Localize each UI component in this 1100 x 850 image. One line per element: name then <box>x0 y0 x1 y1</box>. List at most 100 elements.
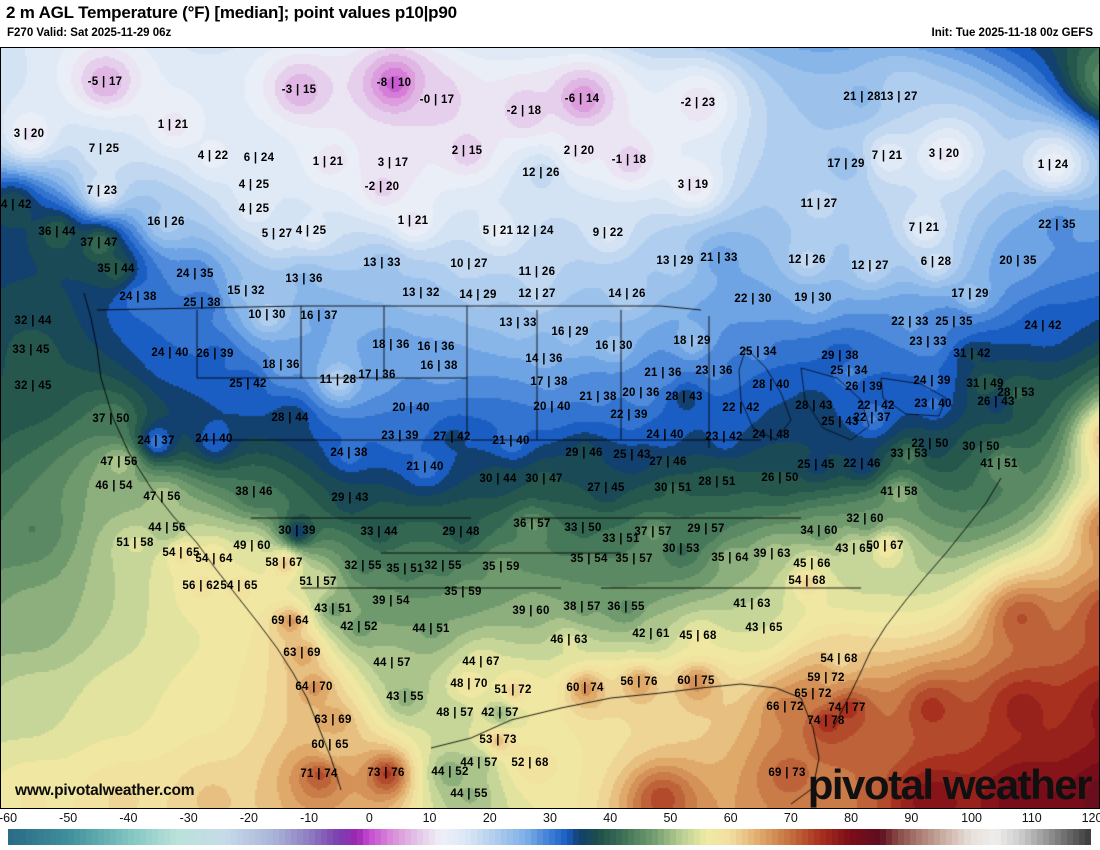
colorbar-segment <box>218 829 225 845</box>
colorbar-segment <box>1072 829 1079 845</box>
colorbar-tick: 90 <box>904 811 919 825</box>
map-point-value: 74 | 78 <box>807 715 845 727</box>
map-point-value: 47 | 56 <box>143 491 181 503</box>
colorbar-segment <box>98 829 105 845</box>
map-point-value: 16 | 37 <box>300 310 338 322</box>
map-point-value: 19 | 30 <box>794 292 832 304</box>
map-point-value: 24 | 38 <box>330 447 368 459</box>
colorbar-segment <box>693 829 700 845</box>
colorbar-segment <box>784 829 791 845</box>
map-point-value: 51 | 72 <box>494 684 532 696</box>
map-point-value: 3 | 20 <box>13 128 45 140</box>
map-point-value: 5 | 27 <box>261 228 293 240</box>
map-point-value: 29 | 43 <box>331 492 369 504</box>
map-point-value: 13 | 32 <box>402 287 440 299</box>
colorbar-segment <box>747 829 754 845</box>
map-point-value: 64 | 70 <box>295 681 333 693</box>
map-point-value: 21 | 40 <box>492 435 530 447</box>
colorbar-segment <box>537 829 544 845</box>
map-point-value: 21 | 36 <box>644 367 682 379</box>
map-point-value: 17 | 29 <box>951 288 989 300</box>
map-point-value: 41 | 51 <box>980 458 1018 470</box>
colorbar-segment <box>796 829 803 845</box>
map-point-value: 54 | 64 <box>195 553 233 565</box>
map-point-value: 13 | 27 <box>880 91 918 103</box>
colorbar-segment <box>1048 829 1055 845</box>
map-point-value: 1 | 21 <box>397 215 429 227</box>
map-point-value: 11 | 28 <box>319 374 357 386</box>
map-point-value: 60 | 74 <box>566 682 604 694</box>
colorbar-segment <box>868 829 875 845</box>
colorbar-segment <box>651 829 658 845</box>
colorbar-tick: -30 <box>179 811 198 825</box>
colorbar-segment <box>1078 829 1085 845</box>
map-point-value: 20 | 40 <box>392 402 430 414</box>
map-point-value: 35 | 44 <box>97 263 135 275</box>
map-point-value: 7 | 23 <box>86 185 118 197</box>
map-point-value: 71 | 74 <box>300 768 338 780</box>
site-url-watermark: www.pivotalweather.com <box>15 782 195 799</box>
map-point-value: 22 | 33 <box>891 316 929 328</box>
colorbar-segment <box>591 829 598 845</box>
colorbar-segment <box>320 829 327 845</box>
map-point-value: 12 | 27 <box>851 260 889 272</box>
colorbar-segment <box>519 829 526 845</box>
map-point-value: 13 | 36 <box>285 273 323 285</box>
map-point-value: 22 | 35 <box>1038 219 1076 231</box>
colorbar-segment <box>471 829 478 845</box>
map-point-value: 74 | 77 <box>828 702 866 714</box>
colorbar-segment <box>735 829 742 845</box>
temperature-map[interactable]: -5 | 17 -3 | 15 -8 | 10 -0 | 17 -2 | 18 -6 | … <box>0 47 1100 809</box>
map-point-value: 29 | 38 <box>821 350 859 362</box>
colorbar-segment <box>1030 829 1037 845</box>
map-point-value: 26 | 39 <box>196 348 234 360</box>
map-point-value: 16 | 36 <box>417 341 455 353</box>
colorbar-segment <box>844 829 851 845</box>
colorbar-segment <box>850 829 857 845</box>
map-point-value: 26 | 43 <box>977 396 1015 408</box>
map-point-value: 35 | 51 <box>386 563 424 575</box>
colorbar-segment <box>429 829 436 845</box>
colorbar-segment <box>1000 829 1007 845</box>
colorbar-segment <box>393 829 400 845</box>
map-point-value: 30 | 44 <box>479 473 517 485</box>
map-point-value: 58 | 67 <box>265 557 303 569</box>
colorbar-segment <box>771 829 778 845</box>
map-point-value: 43 | 51 <box>314 603 352 615</box>
colorbar-segment <box>284 829 291 845</box>
colorbar-segment <box>573 829 580 845</box>
map-point-value: 18 | 36 <box>372 339 410 351</box>
colorbar-segment <box>663 829 670 845</box>
map-point-value: 56 | 62 <box>182 580 220 592</box>
colorbar-segment <box>723 829 730 845</box>
map-point-value: 25 | 42 <box>229 378 267 390</box>
colorbar-gradient[interactable] <box>8 829 1092 845</box>
colorbar-segment <box>236 829 243 845</box>
init-time-label: Init: Tue 2025-11-18 00z GEFS <box>931 27 1094 39</box>
colorbar-tick: 100 <box>961 811 982 825</box>
colorbar-segment <box>753 829 760 845</box>
colorbar-segment <box>609 829 616 845</box>
colorbar-segment <box>489 829 496 845</box>
map-point-value: 17 | 38 <box>530 376 568 388</box>
colorbar-segment <box>814 829 821 845</box>
map-point-value: 22 | 30 <box>734 293 772 305</box>
colorbar-segment <box>423 829 430 845</box>
map-point-value: 15 | 32 <box>227 285 265 297</box>
colorbar-segment <box>898 829 905 845</box>
colorbar-segment <box>952 829 959 845</box>
map-point-value: 45 | 66 <box>793 558 831 570</box>
colorbar-segment <box>543 829 550 845</box>
map-point-value: 60 | 75 <box>677 675 715 687</box>
map-point-value: 7 | 21 <box>871 150 903 162</box>
map-point-value: 22 | 37 <box>853 412 891 424</box>
map-point-value: -2 | 23 <box>680 97 716 109</box>
colorbar-tick: 40 <box>603 811 618 825</box>
map-point-value: -2 | 18 <box>506 105 542 117</box>
colorbar-tick: 50 <box>663 811 678 825</box>
colorbar-segment <box>988 829 995 845</box>
colorbar-segment <box>32 829 39 845</box>
colorbar-segment <box>447 829 454 845</box>
map-point-value: 33 | 45 <box>12 344 50 356</box>
